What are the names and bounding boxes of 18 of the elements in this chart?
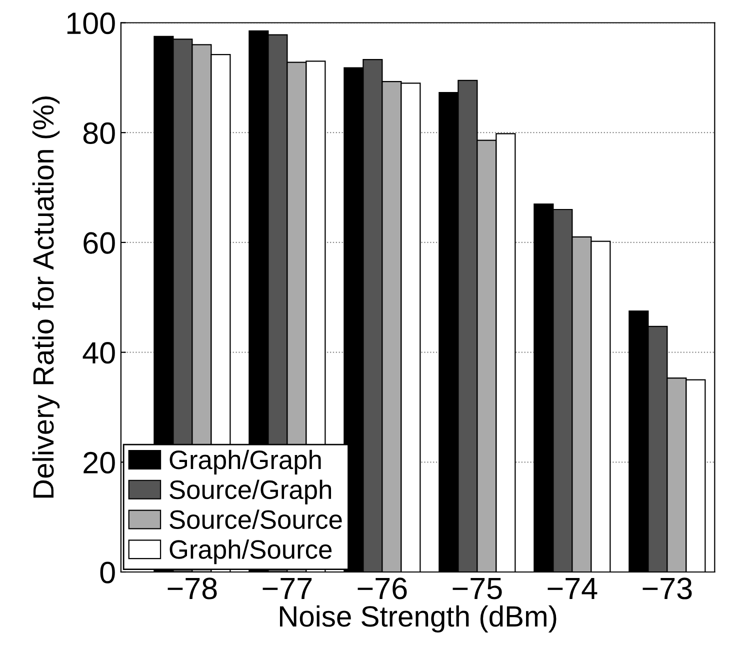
x-tick-label: −77 — [262, 578, 312, 600]
x-tick-label: −74 — [548, 578, 598, 600]
x-axis-title: Noise Strength (dBm) — [280, 605, 556, 633]
y-tick-label: 80 — [83, 122, 115, 144]
x-tick-label: −78 — [168, 578, 217, 600]
legend-label: Graph/Graph — [170, 450, 321, 474]
x-tick-label: −75 — [452, 578, 502, 600]
x-tick-label: −76 — [358, 578, 407, 600]
y-axis-title: Delivery Ratio for Actuation (%) — [32, 96, 60, 498]
y-tick-label: 100 — [67, 12, 115, 34]
y-tick-label: 0 — [100, 562, 115, 584]
legend-label: Graph/Source — [170, 539, 332, 564]
y-tick-label: 20 — [84, 452, 115, 474]
x-tick-label: −73 — [642, 578, 692, 600]
legend-label: Source/Graph — [170, 480, 332, 504]
legend-label: Source/Source — [170, 510, 342, 529]
y-tick-label: 40 — [82, 342, 115, 364]
y-tick-label: 60 — [84, 232, 115, 254]
